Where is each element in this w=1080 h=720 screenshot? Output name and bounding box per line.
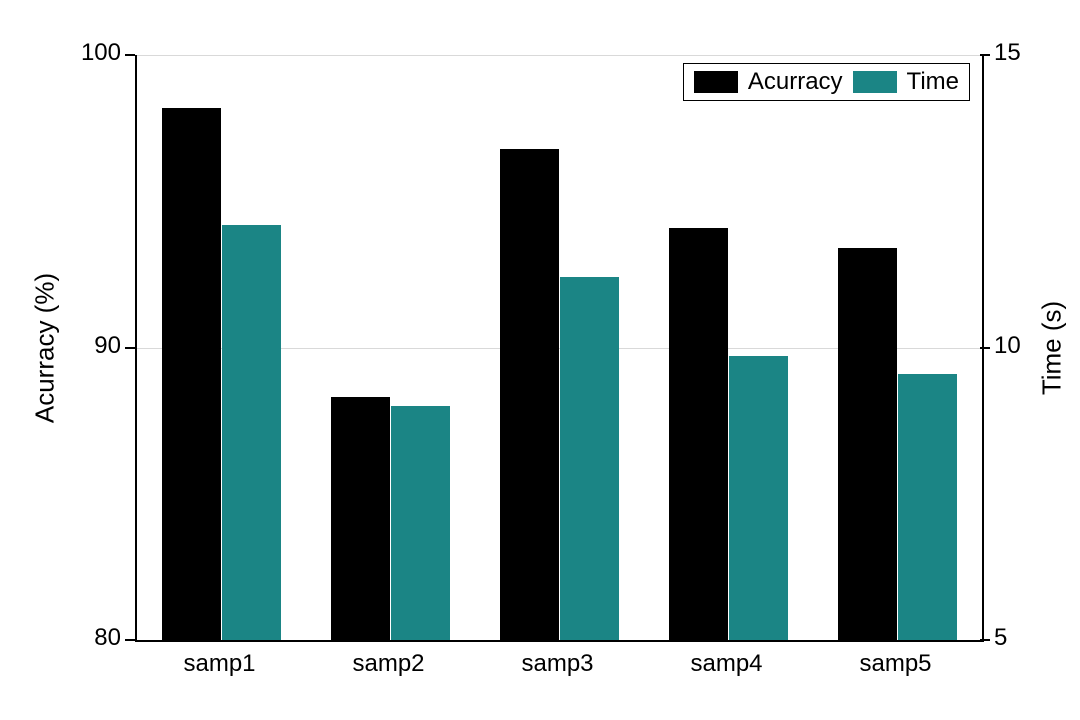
category-label: samp5 — [859, 650, 931, 678]
legend-label-time: Time — [907, 68, 959, 96]
legend-swatch-time — [853, 71, 897, 93]
ytick-label-right: 10 — [994, 332, 1021, 360]
bar-accuracy — [500, 149, 559, 640]
y-axis-right-title: Time (s) — [1037, 300, 1068, 394]
bar-time — [560, 277, 619, 640]
ytick-left — [125, 347, 135, 349]
ytick-label-right: 15 — [994, 39, 1021, 67]
bar-time — [391, 406, 450, 640]
bar-accuracy — [162, 108, 221, 640]
bar-time — [898, 374, 957, 640]
ytick-label-right: 5 — [994, 624, 1007, 652]
ytick-right — [980, 54, 990, 56]
ytick-label-left: 90 — [94, 332, 121, 360]
category-label: samp3 — [521, 650, 593, 678]
ytick-label-left: 100 — [81, 39, 121, 67]
ytick-left — [125, 639, 135, 641]
bar-time — [222, 225, 281, 640]
legend: Acurracy Time — [683, 63, 970, 101]
bar-accuracy — [669, 228, 728, 640]
chart-root: 80 90 100 5 10 15 samp1 samp2 samp3 samp4 samp5 Acu… — [0, 0, 1080, 720]
plot-area — [135, 55, 984, 642]
category-label: samp1 — [183, 650, 255, 678]
legend-swatch-accuracy — [694, 71, 738, 93]
category-label: samp2 — [352, 650, 424, 678]
y-axis-left-title: Acurracy (%) — [30, 272, 61, 422]
bar-accuracy — [331, 397, 390, 640]
ytick-label-left: 80 — [94, 624, 121, 652]
ytick-right — [980, 347, 990, 349]
category-label: samp4 — [690, 650, 762, 678]
legend-label-accuracy: Acurracy — [748, 68, 843, 96]
bar-accuracy — [838, 248, 897, 640]
ytick-right — [980, 639, 990, 641]
bar-time — [729, 356, 788, 640]
ytick-left — [125, 54, 135, 56]
gridline — [137, 55, 982, 56]
